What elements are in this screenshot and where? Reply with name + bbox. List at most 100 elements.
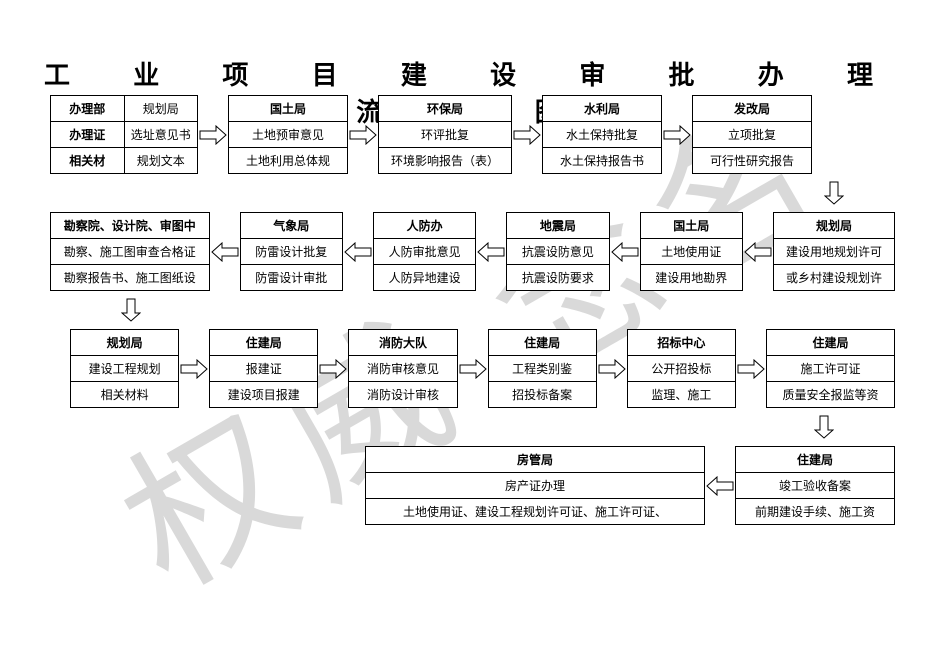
node-cell: 办理证 bbox=[51, 122, 125, 148]
node-cell: 防雷设计审批 bbox=[241, 265, 342, 290]
node-header: 住建局 bbox=[489, 330, 596, 356]
node-header: 发改局 bbox=[693, 96, 811, 122]
node-cell: 公开招投标 bbox=[628, 356, 735, 382]
arrow-right-icon bbox=[348, 124, 378, 146]
node-cell: 可行性研究报告 bbox=[693, 148, 811, 173]
node-guihua-3: 规划局建设工程规划相关材料 bbox=[70, 329, 179, 408]
node-cell: 办理部 bbox=[51, 96, 125, 122]
node-cell: 质量安全报监等资 bbox=[767, 382, 894, 407]
flowchart: 办理部规划局办理证选址意见书相关材规划文本 国土局土地预审意见土地利用总体规 环… bbox=[50, 95, 895, 543]
node-xiaofang: 消防大队消防审核意见消防设计审核 bbox=[348, 329, 457, 408]
arrow-left-icon bbox=[610, 241, 640, 263]
node-cell: 建设用地勘界 bbox=[641, 265, 742, 290]
node-cell: 消防设计审核 bbox=[349, 382, 456, 407]
node-cell: 土地使用证、建设工程规划许可证、施工许可证、 bbox=[366, 499, 704, 524]
node-huanbao: 环保局环评批复环境影响报告（表） bbox=[378, 95, 512, 174]
node-guotu-1: 国土局土地预审意见土地利用总体规 bbox=[228, 95, 348, 174]
flow-row-2: 勘察院、设计院、审图中勘察、施工图审查合格证勘察报告书、施工图纸设 气象局防雷设… bbox=[50, 212, 895, 291]
flow-row-3: 规划局建设工程规划相关材料 住建局报建证建设项目报建 消防大队消防审核意见消防设… bbox=[50, 329, 895, 408]
node-header: 住建局 bbox=[767, 330, 894, 356]
connector-row bbox=[50, 412, 895, 442]
node-cell: 水土保持报告书 bbox=[543, 148, 661, 173]
node-header: 房管局 bbox=[366, 447, 704, 473]
node-cell: 人防异地建设 bbox=[374, 265, 475, 290]
node-cell: 相关材料 bbox=[71, 382, 178, 407]
node-cell: 施工许可证 bbox=[767, 356, 894, 382]
node-cell: 报建证 bbox=[210, 356, 317, 382]
node-cell: 建设项目报建 bbox=[210, 382, 317, 407]
node-fagai: 发改局立项批复可行性研究报告 bbox=[692, 95, 812, 174]
node-header: 规划局 bbox=[774, 213, 894, 239]
node-cell: 勘察报告书、施工图纸设 bbox=[51, 265, 209, 290]
node-zhaobiao: 招标中心公开招投标监理、施工 bbox=[627, 329, 736, 408]
node-cell: 监理、施工 bbox=[628, 382, 735, 407]
node-renfang: 人防办人防审批意见人防异地建设 bbox=[373, 212, 476, 291]
node-cell: 土地利用总体规 bbox=[229, 148, 347, 173]
node-header: 人防办 bbox=[374, 213, 475, 239]
arrow-right-icon bbox=[198, 124, 228, 146]
node-zhujian-3: 住建局施工许可证质量安全报监等资 bbox=[766, 329, 895, 408]
node-cell: 竣工验收备案 bbox=[736, 473, 894, 499]
arrow-right-icon bbox=[179, 358, 209, 380]
node-cell: 建设工程规划 bbox=[71, 356, 178, 382]
node-cell: 招投标备案 bbox=[489, 382, 596, 407]
arrow-right-icon bbox=[512, 124, 542, 146]
node-cell: 抗震设防要求 bbox=[507, 265, 608, 290]
node-qixiang: 气象局防雷设计批复防雷设计审批 bbox=[240, 212, 343, 291]
node-dizhen: 地震局抗震设防意见抗震设防要求 bbox=[506, 212, 609, 291]
arrow-right-icon bbox=[318, 358, 348, 380]
node-header: 住建局 bbox=[736, 447, 894, 473]
node-header: 地震局 bbox=[507, 213, 608, 239]
node-guihua-2: 规划局建设用地规划许可或乡村建设规划许 bbox=[773, 212, 895, 291]
node-cell: 房产证办理 bbox=[366, 473, 704, 499]
node-cell: 规划局 bbox=[125, 96, 198, 122]
node-cell: 土地预审意见 bbox=[229, 122, 347, 148]
arrow-right-icon bbox=[597, 358, 627, 380]
arrow-down-icon bbox=[823, 180, 845, 206]
node-zhujian-2: 住建局工程类别鉴招投标备案 bbox=[488, 329, 597, 408]
node-header: 水利局 bbox=[543, 96, 661, 122]
node-header: 国土局 bbox=[229, 96, 347, 122]
node-cell: 选址意见书 bbox=[125, 122, 198, 148]
arrow-down-icon bbox=[813, 414, 835, 440]
node-header: 环保局 bbox=[379, 96, 511, 122]
node-kancha: 勘察院、设计院、审图中勘察、施工图审查合格证勘察报告书、施工图纸设 bbox=[50, 212, 210, 291]
node-guihua-1: 办理部规划局办理证选址意见书相关材规划文本 bbox=[50, 95, 198, 174]
node-cell: 水土保持批复 bbox=[543, 122, 661, 148]
node-header: 规划局 bbox=[71, 330, 178, 356]
node-shuili: 水利局水土保持批复水土保持报告书 bbox=[542, 95, 662, 174]
node-cell: 勘察、施工图审查合格证 bbox=[51, 239, 209, 265]
node-cell: 前期建设手续、施工资 bbox=[736, 499, 894, 524]
node-cell: 土地使用证 bbox=[641, 239, 742, 265]
node-cell: 相关材 bbox=[51, 148, 125, 173]
node-cell: 人防审批意见 bbox=[374, 239, 475, 265]
flow-row-4: 房管局房产证办理土地使用证、建设工程规划许可证、施工许可证、 住建局竣工验收备案… bbox=[50, 446, 895, 525]
arrow-left-icon bbox=[476, 241, 506, 263]
node-header: 招标中心 bbox=[628, 330, 735, 356]
node-fangguan: 房管局房产证办理土地使用证、建设工程规划许可证、施工许可证、 bbox=[365, 446, 705, 525]
node-cell: 工程类别鉴 bbox=[489, 356, 596, 382]
flow-row-1: 办理部规划局办理证选址意见书相关材规划文本 国土局土地预审意见土地利用总体规 环… bbox=[50, 95, 895, 174]
node-cell: 防雷设计批复 bbox=[241, 239, 342, 265]
arrow-left-icon bbox=[343, 241, 373, 263]
node-cell: 规划文本 bbox=[125, 148, 198, 173]
connector-row bbox=[50, 295, 895, 325]
node-header: 国土局 bbox=[641, 213, 742, 239]
node-cell: 环评批复 bbox=[379, 122, 511, 148]
node-header: 气象局 bbox=[241, 213, 342, 239]
node-cell: 或乡村建设规划许 bbox=[774, 265, 894, 290]
node-cell: 环境影响报告（表） bbox=[379, 148, 511, 173]
arrow-left-icon bbox=[210, 241, 240, 263]
arrow-left-icon bbox=[743, 241, 773, 263]
arrow-left-icon bbox=[705, 475, 735, 497]
node-cell: 消防审核意见 bbox=[349, 356, 456, 382]
node-zhujian-1: 住建局报建证建设项目报建 bbox=[209, 329, 318, 408]
node-zhujian-4: 住建局竣工验收备案前期建设手续、施工资 bbox=[735, 446, 895, 525]
node-cell: 抗震设防意见 bbox=[507, 239, 608, 265]
node-header: 勘察院、设计院、审图中 bbox=[51, 213, 209, 239]
arrow-right-icon bbox=[736, 358, 766, 380]
node-header: 消防大队 bbox=[349, 330, 456, 356]
node-cell: 立项批复 bbox=[693, 122, 811, 148]
arrow-down-icon bbox=[120, 297, 142, 323]
node-header: 住建局 bbox=[210, 330, 317, 356]
